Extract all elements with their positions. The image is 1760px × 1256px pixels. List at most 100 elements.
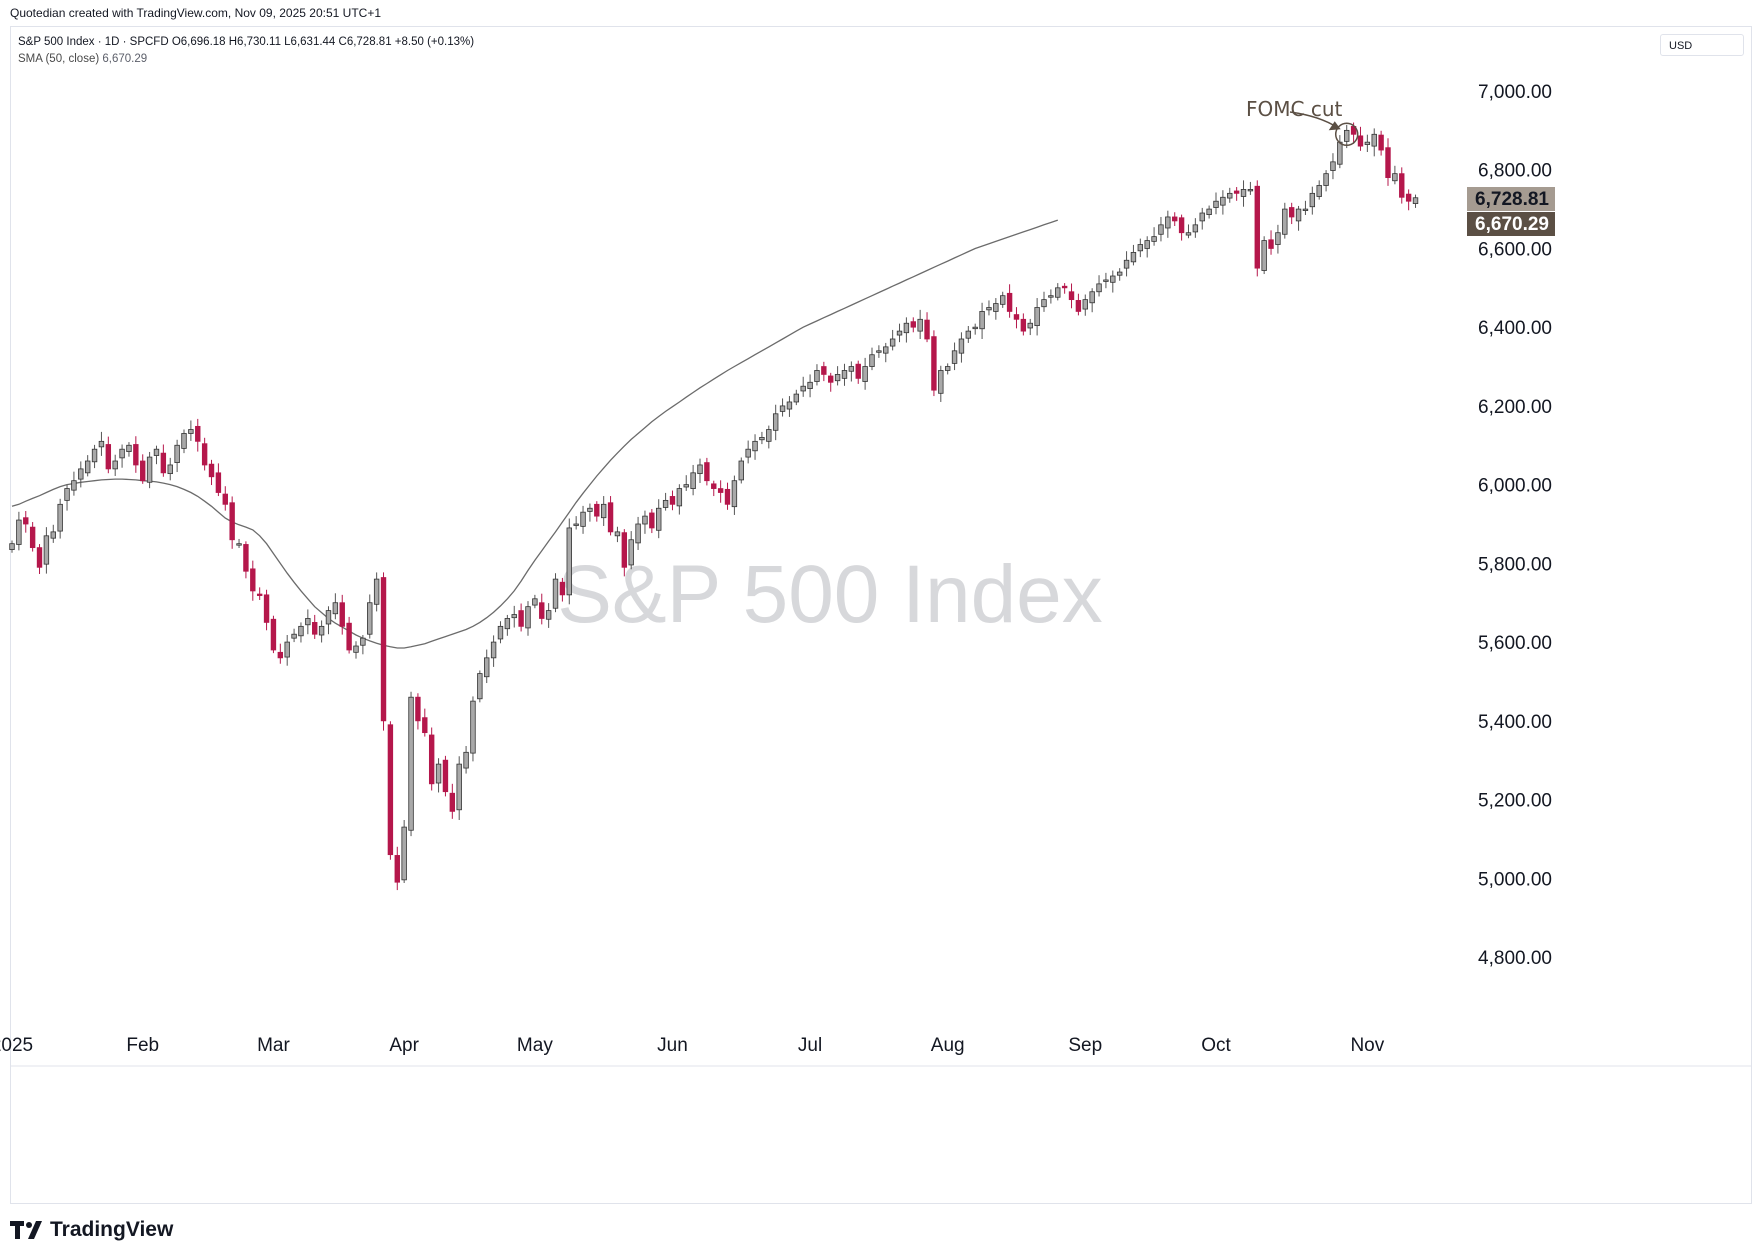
candle-body-up [958, 338, 965, 354]
candle [1371, 128, 1377, 157]
candle-body-up [112, 460, 118, 470]
candle [580, 505, 586, 534]
candle-body-up [1330, 161, 1336, 171]
candle [1302, 200, 1309, 215]
candle-body-down [36, 547, 43, 568]
candle [566, 518, 572, 605]
candle [346, 616, 352, 654]
candle [752, 434, 758, 460]
candle [23, 511, 29, 533]
candle-body-down [1013, 314, 1020, 320]
candle-body-up [84, 460, 91, 474]
candle [539, 593, 545, 625]
candle [277, 643, 284, 664]
candle [318, 620, 325, 643]
candle-body-up [298, 625, 304, 637]
candle-body-up [9, 543, 15, 550]
candle [834, 366, 841, 386]
candle-body-up [153, 448, 160, 456]
candle [559, 577, 566, 602]
x-tick-label: Jun [657, 1035, 688, 1056]
candle-body-down [229, 502, 235, 541]
candle [807, 374, 813, 398]
candle-body-up [862, 366, 868, 382]
candle [1000, 291, 1006, 308]
candle [869, 347, 875, 371]
candle [889, 329, 896, 351]
candle-body-down [133, 444, 139, 466]
candle [236, 538, 242, 549]
candle [1034, 298, 1040, 336]
candle-body-down [1178, 217, 1185, 234]
candle [456, 756, 462, 821]
candle [1178, 214, 1185, 241]
candle-body-up [848, 366, 855, 372]
candle [270, 615, 277, 654]
candle [642, 510, 648, 534]
candle-body-down [222, 493, 228, 505]
candle-body-up [635, 523, 641, 544]
candle [497, 621, 504, 644]
candle-body-down [669, 496, 676, 505]
candle [50, 524, 56, 543]
candle [84, 455, 91, 477]
candle-body-up [291, 633, 297, 639]
candle [360, 635, 366, 655]
candle-body-up [1192, 224, 1199, 233]
candle [415, 693, 421, 730]
candle-body-down [1378, 134, 1384, 151]
candle [951, 342, 958, 371]
candle [1110, 270, 1116, 293]
candle-body-up [64, 488, 70, 501]
annotation-layer: FOMC cut [1246, 97, 1359, 147]
candle-body-down [594, 503, 600, 517]
candle-body-up [979, 311, 985, 330]
candle-body-down [1020, 318, 1027, 332]
candle-body-down [442, 759, 449, 793]
price-tags: 6,728.81 6,670.29 [1467, 187, 1555, 236]
candle [78, 461, 84, 488]
y-axis[interactable]: 4,800.00 5,000.00 5,200.00 5,400.00 5,600.00… [1478, 82, 1552, 969]
candle [800, 376, 806, 397]
candle [938, 365, 944, 402]
candle-body-up [566, 527, 572, 596]
candle-body-down [339, 602, 345, 627]
candle [1192, 218, 1199, 238]
candle-body-up [580, 511, 586, 527]
candle [36, 544, 43, 574]
candle-body-up [642, 515, 648, 525]
tradingview-logo-icon [10, 1219, 44, 1241]
candle-body-up [456, 763, 462, 811]
x-axis[interactable]: 2025 Feb Mar Apr May Jun Jul Aug Sep Oct Nov [0, 1035, 1752, 1067]
candle-body-up [1213, 200, 1219, 208]
candle [614, 526, 621, 543]
candle-body-down [1288, 207, 1295, 218]
candle [1288, 202, 1295, 225]
candle [1227, 187, 1233, 203]
candle-body-up [1096, 283, 1102, 293]
candle-body-up [305, 618, 311, 626]
candle [1247, 181, 1254, 195]
candle [772, 404, 779, 441]
chart-legend: S&P 500 Index · 1D · SPCFD O6,696.18 H6,… [18, 34, 474, 68]
tradingview-footer: TradingView [10, 1218, 173, 1242]
candle [401, 820, 407, 883]
currency-selector[interactable]: USD [1660, 34, 1744, 56]
candle-body-up [834, 374, 841, 382]
candle-body-up [1034, 307, 1040, 327]
candle [1206, 205, 1212, 219]
candle [986, 300, 992, 316]
candle-body-down [140, 460, 146, 482]
candle-body-up [373, 578, 380, 605]
candle [965, 326, 972, 343]
candle [243, 541, 249, 579]
candle [848, 361, 855, 382]
candle [1412, 194, 1419, 208]
candle-body-down [1075, 300, 1082, 312]
candle-body-up [690, 472, 696, 489]
candle [745, 440, 751, 464]
candle [167, 457, 173, 481]
candle-body-up [408, 696, 414, 831]
candle-body-up [938, 370, 944, 394]
